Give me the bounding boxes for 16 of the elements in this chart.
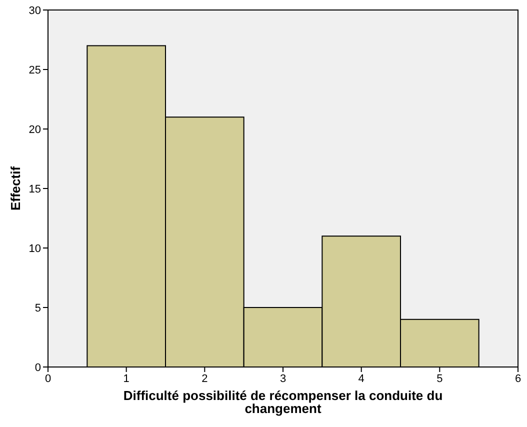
x-tick-label: 0 xyxy=(44,373,52,385)
y-tick-label: 25 xyxy=(28,64,41,76)
x-tick-label: 3 xyxy=(280,373,286,385)
y-axis-title: Effectif xyxy=(8,166,23,211)
x-tick-label: 2 xyxy=(202,373,208,385)
y-tick-label: 30 xyxy=(28,5,41,17)
y-tick-label: 10 xyxy=(28,243,41,255)
x-axis-title: Difficulté possibilité de récompenser la conduite du changement xyxy=(123,388,443,416)
y-tick-label: 5 xyxy=(34,302,41,314)
y-tick-label: 0 xyxy=(34,362,41,374)
y-tick-label: 15 xyxy=(28,184,41,196)
x-tick-label: 1 xyxy=(123,373,130,385)
x-tick-label: 6 xyxy=(514,373,522,385)
x-tick-label: 5 xyxy=(436,373,443,385)
y-tick-label: 20 xyxy=(28,124,41,136)
x-tick-label: 4 xyxy=(358,373,364,385)
